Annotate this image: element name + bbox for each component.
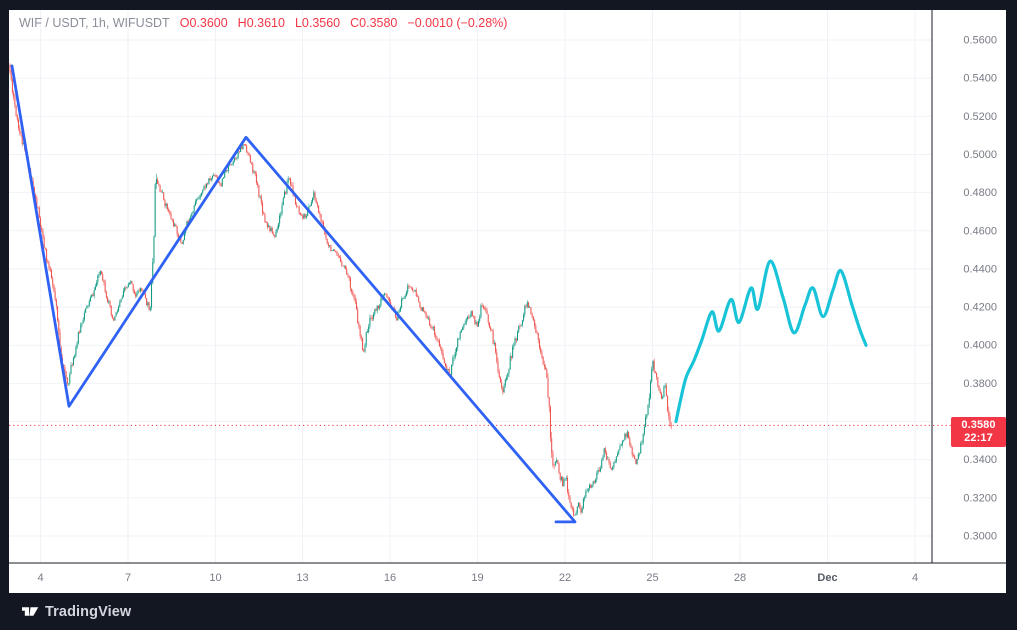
time-axis-label: Dec [817, 572, 837, 584]
price-axis-label: 0.3400 [963, 454, 997, 466]
time-axis-label: 4 [37, 572, 43, 584]
price-axis-label: 0.4400 [963, 263, 997, 275]
time-axis-label: 16 [384, 572, 396, 584]
down-candle-bodies [9, 64, 672, 516]
tradingview-brand-text: TradingView [45, 603, 132, 620]
tradingview-logo-icon [22, 607, 39, 616]
down-candle-wicks [9, 63, 672, 517]
ohlc-high: H0.3610 [238, 15, 285, 31]
ohlc-close: C0.3580 [350, 15, 397, 31]
price-axis-label: 0.5000 [963, 149, 997, 161]
trendline-drawing[interactable] [10, 64, 577, 524]
time-gridlines [40, 10, 916, 563]
price-axis-label: 0.4000 [963, 340, 997, 352]
time-axis-label: 7 [125, 572, 131, 584]
candlesticks [9, 63, 672, 517]
symbol-title: WIF / USDT, 1h, WIFUSDT [19, 16, 170, 30]
up-candle-bodies [22, 143, 666, 516]
price-axis-label: 0.3800 [963, 378, 997, 390]
ohlc-open: O0.3600 [180, 15, 228, 31]
price-axis-label: 0.3200 [963, 492, 997, 504]
time-axis[interactable]: 4 7 10 13 16 19 22 25 28 Dec 4 [37, 572, 918, 584]
projection-drawing[interactable] [674, 259, 868, 424]
price-axis[interactable]: 0.5600 0.5400 0.5200 0.5000 0.4800 0.4600 0.44… [963, 35, 997, 543]
branding-footer: TradingView [0, 593, 1017, 630]
price-axis-label: 0.5400 [963, 73, 997, 85]
price-change: −0.0010 (−0.28%) [407, 16, 508, 30]
last-price-value: 0.3580 [961, 419, 996, 431]
time-axis-label: 19 [471, 572, 483, 584]
price-axis-label: 0.4200 [963, 302, 997, 314]
time-axis-label: 13 [296, 572, 308, 584]
bar-countdown: 22:17 [964, 432, 993, 444]
high-label: H [237, 16, 247, 30]
price-axis-label: 0.4800 [963, 187, 997, 199]
time-axis-label: 10 [209, 572, 221, 584]
open-value: 0.3600 [189, 16, 228, 30]
low-label: L [294, 16, 302, 30]
time-axis-label: 22 [559, 572, 571, 584]
price-axis-label: 0.4600 [963, 225, 997, 237]
close-value: 0.3580 [359, 16, 398, 30]
ohlc-low: L0.3560 [295, 15, 340, 31]
high-value: 0.3610 [246, 16, 285, 30]
low-value: 0.3560 [301, 16, 341, 30]
price-axis-label: 0.5200 [963, 111, 997, 123]
price-gridlines [9, 39, 932, 537]
time-axis-label: 25 [646, 572, 658, 584]
time-axis-label: 28 [734, 572, 746, 584]
chart-panel [9, 10, 1006, 593]
time-axis-label: 4 [912, 572, 918, 584]
open-label: O [179, 16, 190, 30]
price-axis-label: 0.3000 [963, 531, 997, 543]
symbol-legend: WIF / USDT, 1h, WIFUSDT O0.3600 H0.3610 … [19, 15, 507, 31]
last-price-badge[interactable]: 0.3580 22:17 [951, 417, 1006, 447]
axis-separators [9, 10, 1006, 564]
close-label: C [350, 16, 360, 30]
price-axis-label: 0.5600 [963, 35, 997, 47]
